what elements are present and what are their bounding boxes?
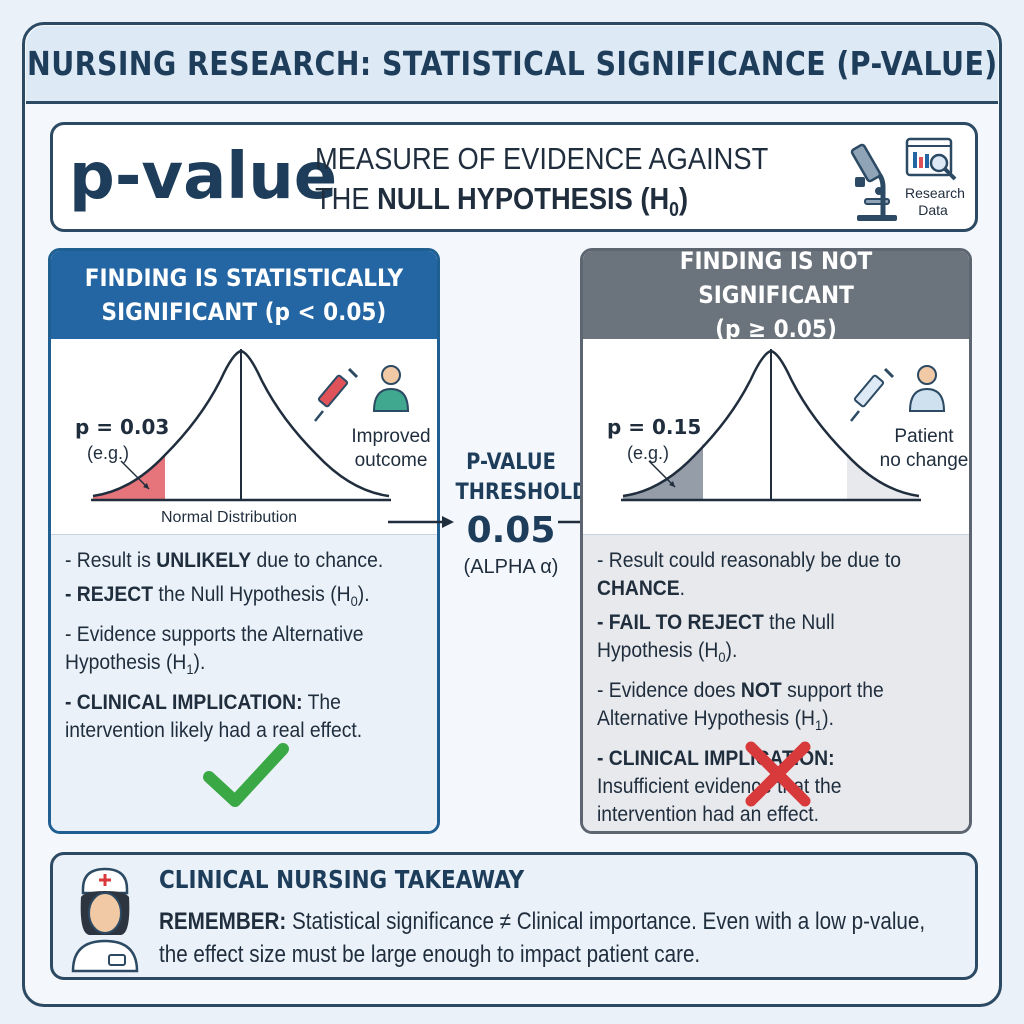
significant-normal-curve <box>91 349 391 502</box>
research-icons: Research Data <box>843 135 973 225</box>
significant-eg: (e.g.) <box>87 443 130 463</box>
significant-bullets: - Result is UNLIKELY due to chance. - RE… <box>51 535 437 831</box>
definition-line-1: MEASURE OF EVIDENCE AGAINST <box>315 141 769 176</box>
patient-icon <box>908 365 946 412</box>
pvalue-definition: MEASURE OF EVIDENCE AGAINST THE NULL HYP… <box>315 139 768 230</box>
not-significant-caption-2: no change <box>879 450 969 471</box>
microscope-icon <box>850 143 897 221</box>
not-significant-bullet: - Result could reasonably be due to CHAN… <box>597 549 901 600</box>
definition-line-2: THE NULL HYPOTHESIS (H0) <box>315 179 768 230</box>
not-significant-plot: p = 0.15 (e.g.) Patient no change <box>583 339 969 535</box>
pvalue-threshold: P-VALUE THRESHOLD: 0.05 (ALPHA α) <box>448 448 596 580</box>
threshold-value: 0.05 <box>466 510 556 551</box>
significant-header: FINDING IS STATISTICALLY SIGNIFICANT (p … <box>51 251 437 339</box>
page-title: NURSING RESEARCH: STATISTICAL SIGNIFICAN… <box>26 44 998 83</box>
not-significant-pointer <box>648 460 676 488</box>
threshold-line-2: THRESHOLD: <box>455 480 596 505</box>
significant-panel: FINDING IS STATISTICALLY SIGNIFICANT (p … <box>48 248 440 834</box>
not-significant-normal-curve <box>621 349 921 502</box>
not-significant-header-line-2: (p ≥ 0.05) <box>715 315 837 343</box>
checkmark-icon <box>203 743 289 807</box>
significant-caption: Improved outcome <box>347 425 435 473</box>
definition-null-hypothesis: NULL HYPOTHESIS (H <box>377 181 670 216</box>
clinical-takeaway-box: CLINICAL NURSING TAKEAWAY REMEMBER: Stat… <box>50 852 978 980</box>
syringe-icon <box>850 367 895 422</box>
definition-line-2-suffix: ) <box>678 181 689 216</box>
not-significant-panel: FINDING IS NOT SIGNIFICANT (p ≥ 0.05) p … <box>580 248 972 834</box>
nurse-icon <box>71 867 139 973</box>
not-significant-tail-area <box>623 443 703 499</box>
significant-bullet: - Evidence supports the Alternative Hypo… <box>65 623 364 678</box>
research-data-label: Research Data <box>905 185 965 219</box>
significant-bullet: - Result is UNLIKELY due to chance. <box>65 549 384 572</box>
significant-plot: p = 0.03 (e.g.) Improved outcome Normal … <box>51 339 437 535</box>
takeaway-lead: REMEMBER: <box>159 908 287 935</box>
not-significant-bullet: - Evidence does NOT support the Alternat… <box>597 679 884 734</box>
syringe-icon <box>314 367 359 422</box>
not-significant-caption: Patient no change <box>879 425 969 473</box>
significant-header-line-2: SIGNIFICANT (p < 0.05) <box>101 298 387 326</box>
significant-pointer <box>120 460 150 490</box>
not-significant-right-tail <box>847 455 919 499</box>
threshold-line-1: P-VALUE <box>466 450 556 475</box>
takeaway-body: Statistical significance ≠ Clinical impo… <box>159 908 926 968</box>
not-significant-header: FINDING IS NOT SIGNIFICANT (p ≥ 0.05) <box>583 248 969 343</box>
not-significant-bullets: - Result could reasonably be due to CHAN… <box>583 535 969 831</box>
not-significant-caption-1: Patient <box>894 426 954 447</box>
significant-bullet: - REJECT the Null Hypothesis (H0). <box>65 583 370 610</box>
pvalue-term: p-value <box>69 140 338 214</box>
arrow-left-to-threshold-icon <box>388 516 454 528</box>
significant-caption-2: outcome <box>354 450 428 471</box>
takeaway-title: CLINICAL NURSING TAKEAWAY <box>159 865 525 894</box>
definition-subscript: 0 <box>669 199 679 222</box>
not-significant-bullet: - FAIL TO REJECT the Null Hypothesis (H0… <box>597 611 835 666</box>
normal-distribution-label: Normal Distribution <box>161 509 298 526</box>
significant-caption-1: Improved <box>351 426 431 447</box>
not-significant-eg: (e.g.) <box>627 443 670 463</box>
title-bar: NURSING RESEARCH: STATISTICAL SIGNIFICAN… <box>26 26 998 104</box>
research-label-1: Research <box>905 185 965 201</box>
research-label-2: Data <box>918 202 948 218</box>
definition-line-2-prefix: THE <box>315 181 378 216</box>
not-significant-header-line-1: FINDING IS NOT SIGNIFICANT <box>679 248 873 309</box>
cross-icon <box>745 741 811 807</box>
patient-icon <box>372 365 410 412</box>
threshold-alpha: (ALPHA α) <box>463 556 559 578</box>
significant-header-line-1: FINDING IS STATISTICALLY <box>84 264 404 292</box>
takeaway-text: REMEMBER: Statistical significance ≠ Cli… <box>159 905 933 971</box>
significant-bullet: - CLINICAL IMPLICATION: The intervention… <box>65 691 363 743</box>
not-significant-p-label: p = 0.15 <box>607 415 702 439</box>
research-data-icon <box>905 137 957 181</box>
significant-p-label: p = 0.03 <box>75 415 170 439</box>
definition-box: p-value MEASURE OF EVIDENCE AGAINST THE … <box>50 122 978 232</box>
